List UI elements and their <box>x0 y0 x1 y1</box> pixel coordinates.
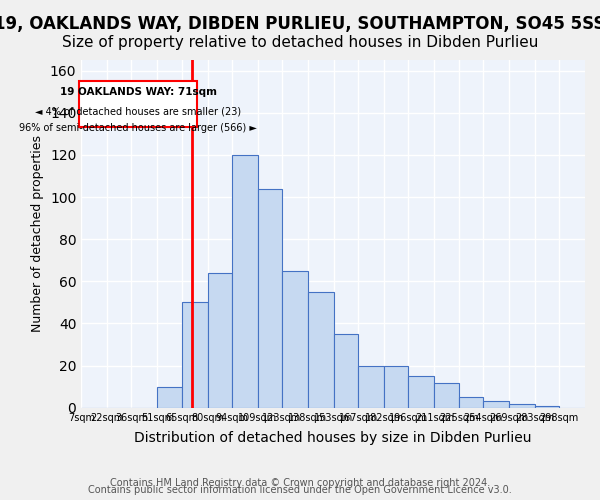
Bar <box>79 81 197 128</box>
Bar <box>535 406 559 408</box>
Bar <box>409 376 434 408</box>
Bar <box>509 404 535 408</box>
Bar <box>384 366 409 408</box>
X-axis label: Distribution of detached houses by size in Dibden Purlieu: Distribution of detached houses by size … <box>134 431 532 445</box>
Bar <box>282 271 308 408</box>
Bar <box>483 402 509 408</box>
Bar <box>157 386 182 408</box>
Bar <box>358 366 384 408</box>
Y-axis label: Number of detached properties: Number of detached properties <box>31 136 44 332</box>
Bar <box>208 273 232 408</box>
Text: 19, OAKLANDS WAY, DIBDEN PURLIEU, SOUTHAMPTON, SO45 5SS: 19, OAKLANDS WAY, DIBDEN PURLIEU, SOUTHA… <box>0 15 600 33</box>
Bar <box>232 155 258 408</box>
Text: 96% of semi-detached houses are larger (566) ►: 96% of semi-detached houses are larger (… <box>19 123 257 133</box>
Bar <box>434 382 458 408</box>
Text: Size of property relative to detached houses in Dibden Purlieu: Size of property relative to detached ho… <box>62 35 538 50</box>
Bar <box>182 302 208 408</box>
Text: Contains HM Land Registry data © Crown copyright and database right 2024.: Contains HM Land Registry data © Crown c… <box>110 478 490 488</box>
Text: Contains public sector information licensed under the Open Government Licence v3: Contains public sector information licen… <box>88 485 512 495</box>
Text: ◄ 4% of detached houses are smaller (23): ◄ 4% of detached houses are smaller (23) <box>35 106 241 117</box>
Text: 19 OAKLANDS WAY: 71sqm: 19 OAKLANDS WAY: 71sqm <box>60 88 217 98</box>
Bar <box>258 188 282 408</box>
Bar <box>458 398 483 408</box>
Bar <box>334 334 358 408</box>
Bar <box>308 292 334 408</box>
